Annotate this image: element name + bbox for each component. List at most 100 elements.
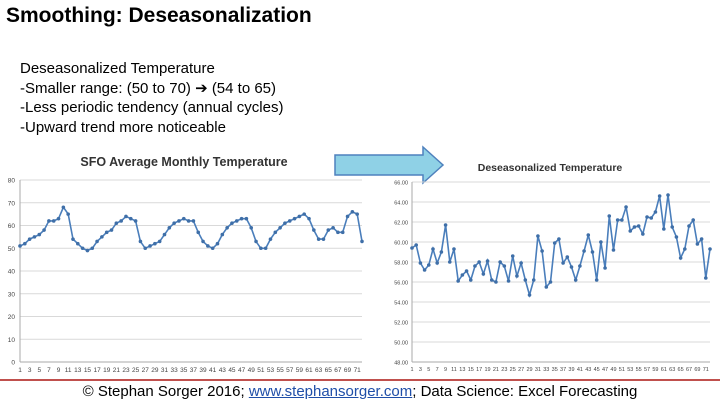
data-point (464, 269, 469, 273)
data-point (278, 225, 282, 230)
x-tick-label: 43 (219, 367, 227, 374)
data-point (220, 232, 225, 237)
data-point (460, 273, 465, 277)
data-point (355, 212, 359, 216)
data-point (599, 240, 603, 244)
x-tick-label: 43 (585, 367, 591, 373)
data-point (109, 228, 114, 232)
x-tick-label: 29 (526, 367, 532, 373)
x-tick-label: 63 (669, 367, 675, 373)
data-point (473, 264, 477, 268)
data-point (410, 246, 414, 250)
data-point (230, 221, 234, 226)
x-tick-label: 57 (644, 367, 650, 373)
x-tick-label: 15 (468, 367, 474, 373)
x-tick-label: 3 (28, 367, 32, 374)
data-point (244, 216, 249, 221)
data-point (561, 261, 565, 265)
data-point (345, 214, 350, 219)
x-tick-label: 59 (652, 367, 658, 373)
data-point (435, 261, 439, 265)
y-tick-label: 20 (8, 314, 16, 321)
data-point (340, 230, 345, 235)
x-tick-label: 53 (267, 367, 275, 374)
data-point (666, 193, 670, 197)
x-tick-label: 71 (354, 367, 362, 374)
data-point (632, 225, 637, 229)
x-tick-label: 39 (568, 367, 574, 373)
chart-title: SFO Average Monthly Temperature (80, 155, 287, 169)
y-tick-label: 52.00 (394, 321, 408, 327)
data-point (674, 235, 679, 239)
x-tick-label: 61 (661, 367, 667, 373)
x-tick-label: 45 (228, 367, 236, 374)
data-point (167, 225, 172, 230)
data-point (143, 246, 148, 251)
data-point (157, 239, 162, 244)
x-tick-label: 27 (518, 367, 524, 373)
data-point (641, 232, 645, 236)
slide-title: Smoothing: Deseasonalization (6, 4, 312, 27)
x-tick-label: 69 (694, 367, 700, 373)
data-point (47, 219, 51, 223)
x-tick-label: 11 (451, 367, 457, 373)
x-tick-label: 55 (636, 367, 642, 373)
notes-text: Deseasonalized Temperature -Smaller rang… (20, 59, 283, 137)
data-point (263, 246, 268, 251)
data-point (239, 216, 244, 221)
data-point (510, 254, 515, 258)
data-point (95, 239, 99, 244)
y-tick-label: 48.00 (394, 361, 408, 367)
y-tick-label: 62.00 (394, 221, 408, 227)
footer: © Stephan Sorger 2016; www.stephansorger… (0, 383, 720, 400)
data-point (326, 228, 331, 232)
y-tick-label: 64.00 (394, 201, 408, 207)
note-line-4: -Upward trend more noticeable (20, 118, 226, 136)
data-point (636, 224, 641, 228)
x-tick-label: 31 (535, 367, 541, 373)
data-point (645, 215, 649, 219)
x-tick-label: 27 (142, 367, 150, 374)
data-point (201, 239, 205, 244)
x-tick-label: 37 (560, 367, 566, 373)
data-point (628, 229, 633, 233)
x-tick-label: 31 (161, 367, 169, 374)
x-tick-label: 55 (276, 367, 284, 374)
data-point (360, 239, 364, 244)
data-point (172, 221, 176, 226)
y-tick-label: 54.00 (394, 301, 408, 307)
data-point (66, 212, 70, 216)
data-point (148, 244, 152, 248)
data-point (481, 272, 486, 276)
x-tick-label: 51 (619, 367, 625, 373)
data-point (350, 210, 355, 214)
data-point (114, 221, 119, 226)
x-tick-label: 33 (543, 367, 549, 373)
note-line-2: -Smaller range: (50 to 70) ➔ (54 to 65) (20, 79, 277, 97)
data-point (336, 230, 340, 235)
x-tick-label: 13 (74, 367, 82, 374)
x-tick-label: 41 (577, 367, 583, 373)
data-point (691, 218, 696, 222)
data-point (515, 274, 519, 278)
x-tick-label: 13 (459, 367, 465, 373)
data-point (569, 265, 574, 269)
x-tick-label: 57 (286, 367, 294, 374)
data-point (695, 242, 700, 246)
x-tick-label: 35 (552, 367, 558, 373)
data-point (523, 278, 528, 282)
data-point (215, 241, 220, 246)
data-point (71, 237, 75, 241)
data-point (611, 248, 616, 252)
data-point (708, 247, 712, 251)
data-point (544, 285, 549, 289)
data-point (254, 239, 258, 244)
data-point (489, 278, 494, 282)
x-tick-label: 5 (427, 367, 430, 373)
footer-course: ; Data Science: Excel Forecasting (412, 383, 638, 400)
footer-link[interactable]: www.stephansorger.com (248, 383, 413, 400)
data-point (418, 261, 423, 265)
x-tick-label: 21 (493, 367, 499, 373)
x-tick-label: 67 (334, 367, 342, 374)
data-point (506, 279, 511, 283)
